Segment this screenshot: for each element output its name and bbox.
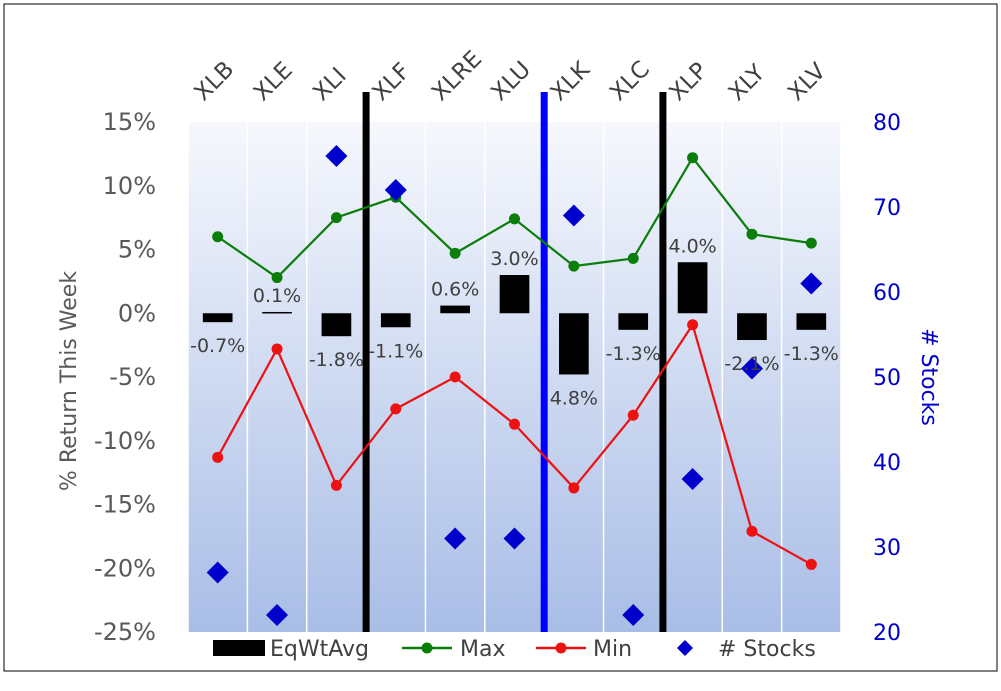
legend: EqWtAvg Max Min # Stocks xyxy=(213,637,816,662)
point-min xyxy=(627,409,639,421)
y2-tick-label: 30 xyxy=(873,536,901,561)
data-label-eqwtavg: -1.8% xyxy=(309,349,364,371)
y2-tick-label: 40 xyxy=(873,451,901,476)
point-max xyxy=(212,231,224,243)
point-stocks xyxy=(266,604,289,626)
point-stocks xyxy=(444,527,467,550)
bar-eqwtavg xyxy=(737,313,767,341)
point-stocks xyxy=(681,468,704,490)
y2-tick-label: 20 xyxy=(873,621,901,646)
y-tick-label: 15% xyxy=(103,108,156,136)
legend-marker-stocks xyxy=(677,640,693,656)
bar-eqwtavg xyxy=(202,313,233,323)
legend-label-eqwtavg: EqWtAvg xyxy=(270,637,369,662)
y-tick-label: -15% xyxy=(94,491,156,519)
data-label-eqwtavg: -1.3% xyxy=(606,343,661,365)
point-min xyxy=(330,479,342,491)
legend-label-min: Min xyxy=(593,637,632,662)
y2-axis-title: # Stocks xyxy=(916,328,941,426)
bar-eqwtavg xyxy=(499,275,530,314)
point-max xyxy=(568,260,580,272)
data-label-eqwtavg: 0.6% xyxy=(431,279,479,301)
point-min xyxy=(390,403,402,415)
data-label-eqwtavg: -1.3% xyxy=(784,343,839,365)
data-label-eqwtavg: -1.1% xyxy=(368,340,423,362)
bar-eqwtavg xyxy=(559,313,589,375)
legend-marker-max xyxy=(421,642,433,654)
y-axis-title: % Return This Week xyxy=(57,271,82,491)
bar-eqwtavg xyxy=(618,313,649,330)
point-min xyxy=(746,525,758,537)
point-max xyxy=(805,237,817,249)
data-label-eqwtavg: 0.1% xyxy=(253,285,301,307)
point-min xyxy=(449,371,461,383)
point-max xyxy=(627,252,639,264)
point-max xyxy=(330,212,342,224)
point-min xyxy=(568,482,580,494)
point-stocks xyxy=(622,604,645,626)
data-label-eqwtavg: -0.7% xyxy=(190,335,245,357)
point-max xyxy=(746,228,758,240)
point-stocks xyxy=(206,561,229,584)
y2-tick-label: 60 xyxy=(873,281,901,306)
bar-eqwtavg xyxy=(796,313,827,330)
y-tick-label: -10% xyxy=(94,427,156,455)
y-tick-label: 5% xyxy=(118,236,156,264)
y2-tick-label: 70 xyxy=(873,196,901,221)
bar-eqwtavg xyxy=(677,262,708,314)
legend-swatch-eqwtavg xyxy=(213,640,265,656)
point-min xyxy=(687,319,699,331)
y2-tick-label: 80 xyxy=(873,111,901,136)
y-tick-label: -5% xyxy=(109,363,156,391)
point-min xyxy=(509,418,520,430)
bar-eqwtavg xyxy=(262,311,292,314)
point-max xyxy=(449,247,461,259)
point-min xyxy=(212,451,224,463)
data-label-eqwtavg: 4.0% xyxy=(668,235,716,257)
point-max xyxy=(271,272,283,284)
y-tick-label: 10% xyxy=(103,172,156,200)
y-tick-label: 0% xyxy=(118,299,156,327)
data-label-eqwtavg: -2.1% xyxy=(724,353,779,375)
data-label-eqwtavg: 3.0% xyxy=(490,248,538,270)
point-min xyxy=(271,343,283,355)
legend-label-max: Max xyxy=(460,637,505,662)
point-stocks xyxy=(740,357,763,380)
legend-marker-min xyxy=(555,642,567,654)
bar-eqwtavg xyxy=(321,313,352,337)
point-stocks xyxy=(503,527,526,550)
point-max xyxy=(687,152,699,164)
y2-tick-label: 50 xyxy=(873,366,901,391)
y-tick-label: -25% xyxy=(94,618,156,646)
plot-area xyxy=(188,122,841,632)
point-stocks xyxy=(562,204,585,227)
legend-label-stocks: # Stocks xyxy=(718,637,816,662)
bar-eqwtavg xyxy=(440,305,470,314)
point-min xyxy=(805,558,817,570)
point-stocks xyxy=(800,272,823,295)
bar-eqwtavg xyxy=(380,313,411,328)
point-stocks xyxy=(384,179,407,201)
point-stocks xyxy=(325,145,348,167)
point-max xyxy=(509,213,520,225)
data-label-eqwtavg: 4.8% xyxy=(550,387,598,409)
y-tick-label: -20% xyxy=(94,554,156,582)
